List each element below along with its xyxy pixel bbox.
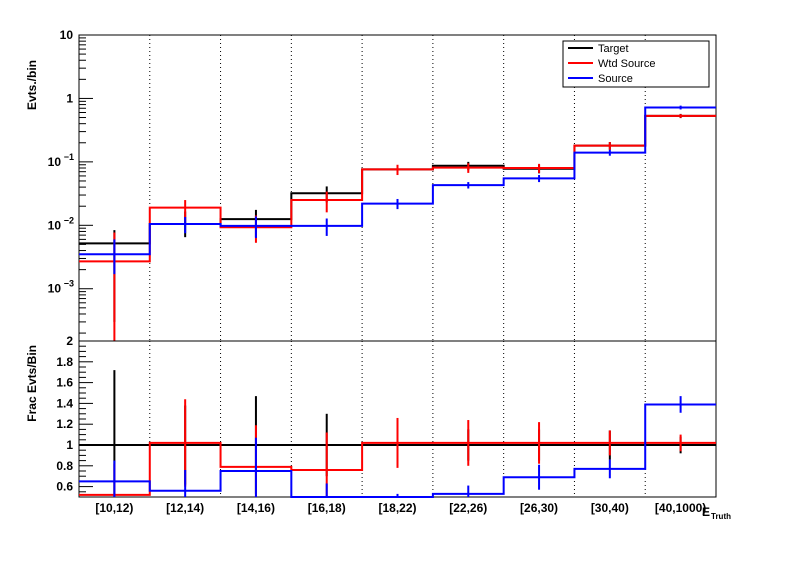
x-tick-label: [18,22)	[378, 501, 416, 515]
x-tick-label: [30,40)	[591, 501, 629, 515]
y-tick-label: 0.8	[56, 459, 73, 473]
legend-label: Wtd Source	[598, 58, 655, 70]
y-tick-label: 0.6	[56, 480, 73, 494]
x-tick-label: [40,1000)	[655, 501, 706, 515]
x-tick-label: [10,12)	[95, 501, 133, 515]
y-tick-label: 10	[48, 218, 62, 232]
y-tick-label: 1.4	[56, 396, 73, 410]
bottom-panel: 2 1.8 1.6 1.4 1.2 1 0.8 0.6 Frac Evts/Bin [10,12)…	[25, 334, 731, 521]
x-axis-label-sub: Truth	[711, 512, 731, 521]
legend-label: Source	[598, 73, 633, 85]
y-tick-label: 1	[66, 91, 73, 105]
series-line-wtd-source	[79, 114, 716, 263]
y-tick-label: 2	[66, 334, 73, 348]
y-tick-label: 1.6	[56, 376, 73, 390]
y-tick-label: 1	[66, 438, 73, 452]
y-tick-exponent: −3	[64, 279, 74, 289]
legend-label: Target	[598, 43, 629, 55]
y-tick-exponent: −2	[64, 215, 74, 225]
x-tick-label: [26,30)	[520, 501, 558, 515]
y-tick-exponent: −1	[64, 152, 74, 162]
y-axis-label: Frac Evts/Bin	[25, 345, 39, 422]
y-tick-label: 1.8	[56, 355, 73, 369]
y-tick-label: 10	[60, 28, 74, 42]
series-line-source	[79, 403, 716, 498]
legend: Target Wtd Source Source	[562, 40, 710, 88]
y-tick-label: 10	[48, 155, 62, 169]
x-tick-label: [14,16)	[237, 501, 275, 515]
x-axis-label-main: E	[702, 505, 710, 519]
series-line-source	[79, 106, 716, 256]
y-tick-label: 1.2	[56, 417, 73, 431]
y-axis-label: Evts./bin	[25, 60, 39, 110]
y-tick-label: 10	[48, 282, 62, 296]
x-tick-label: [22,26)	[449, 501, 487, 515]
x-tick-label: [16,18)	[308, 501, 346, 515]
x-tick-label: [12,14)	[166, 501, 204, 515]
